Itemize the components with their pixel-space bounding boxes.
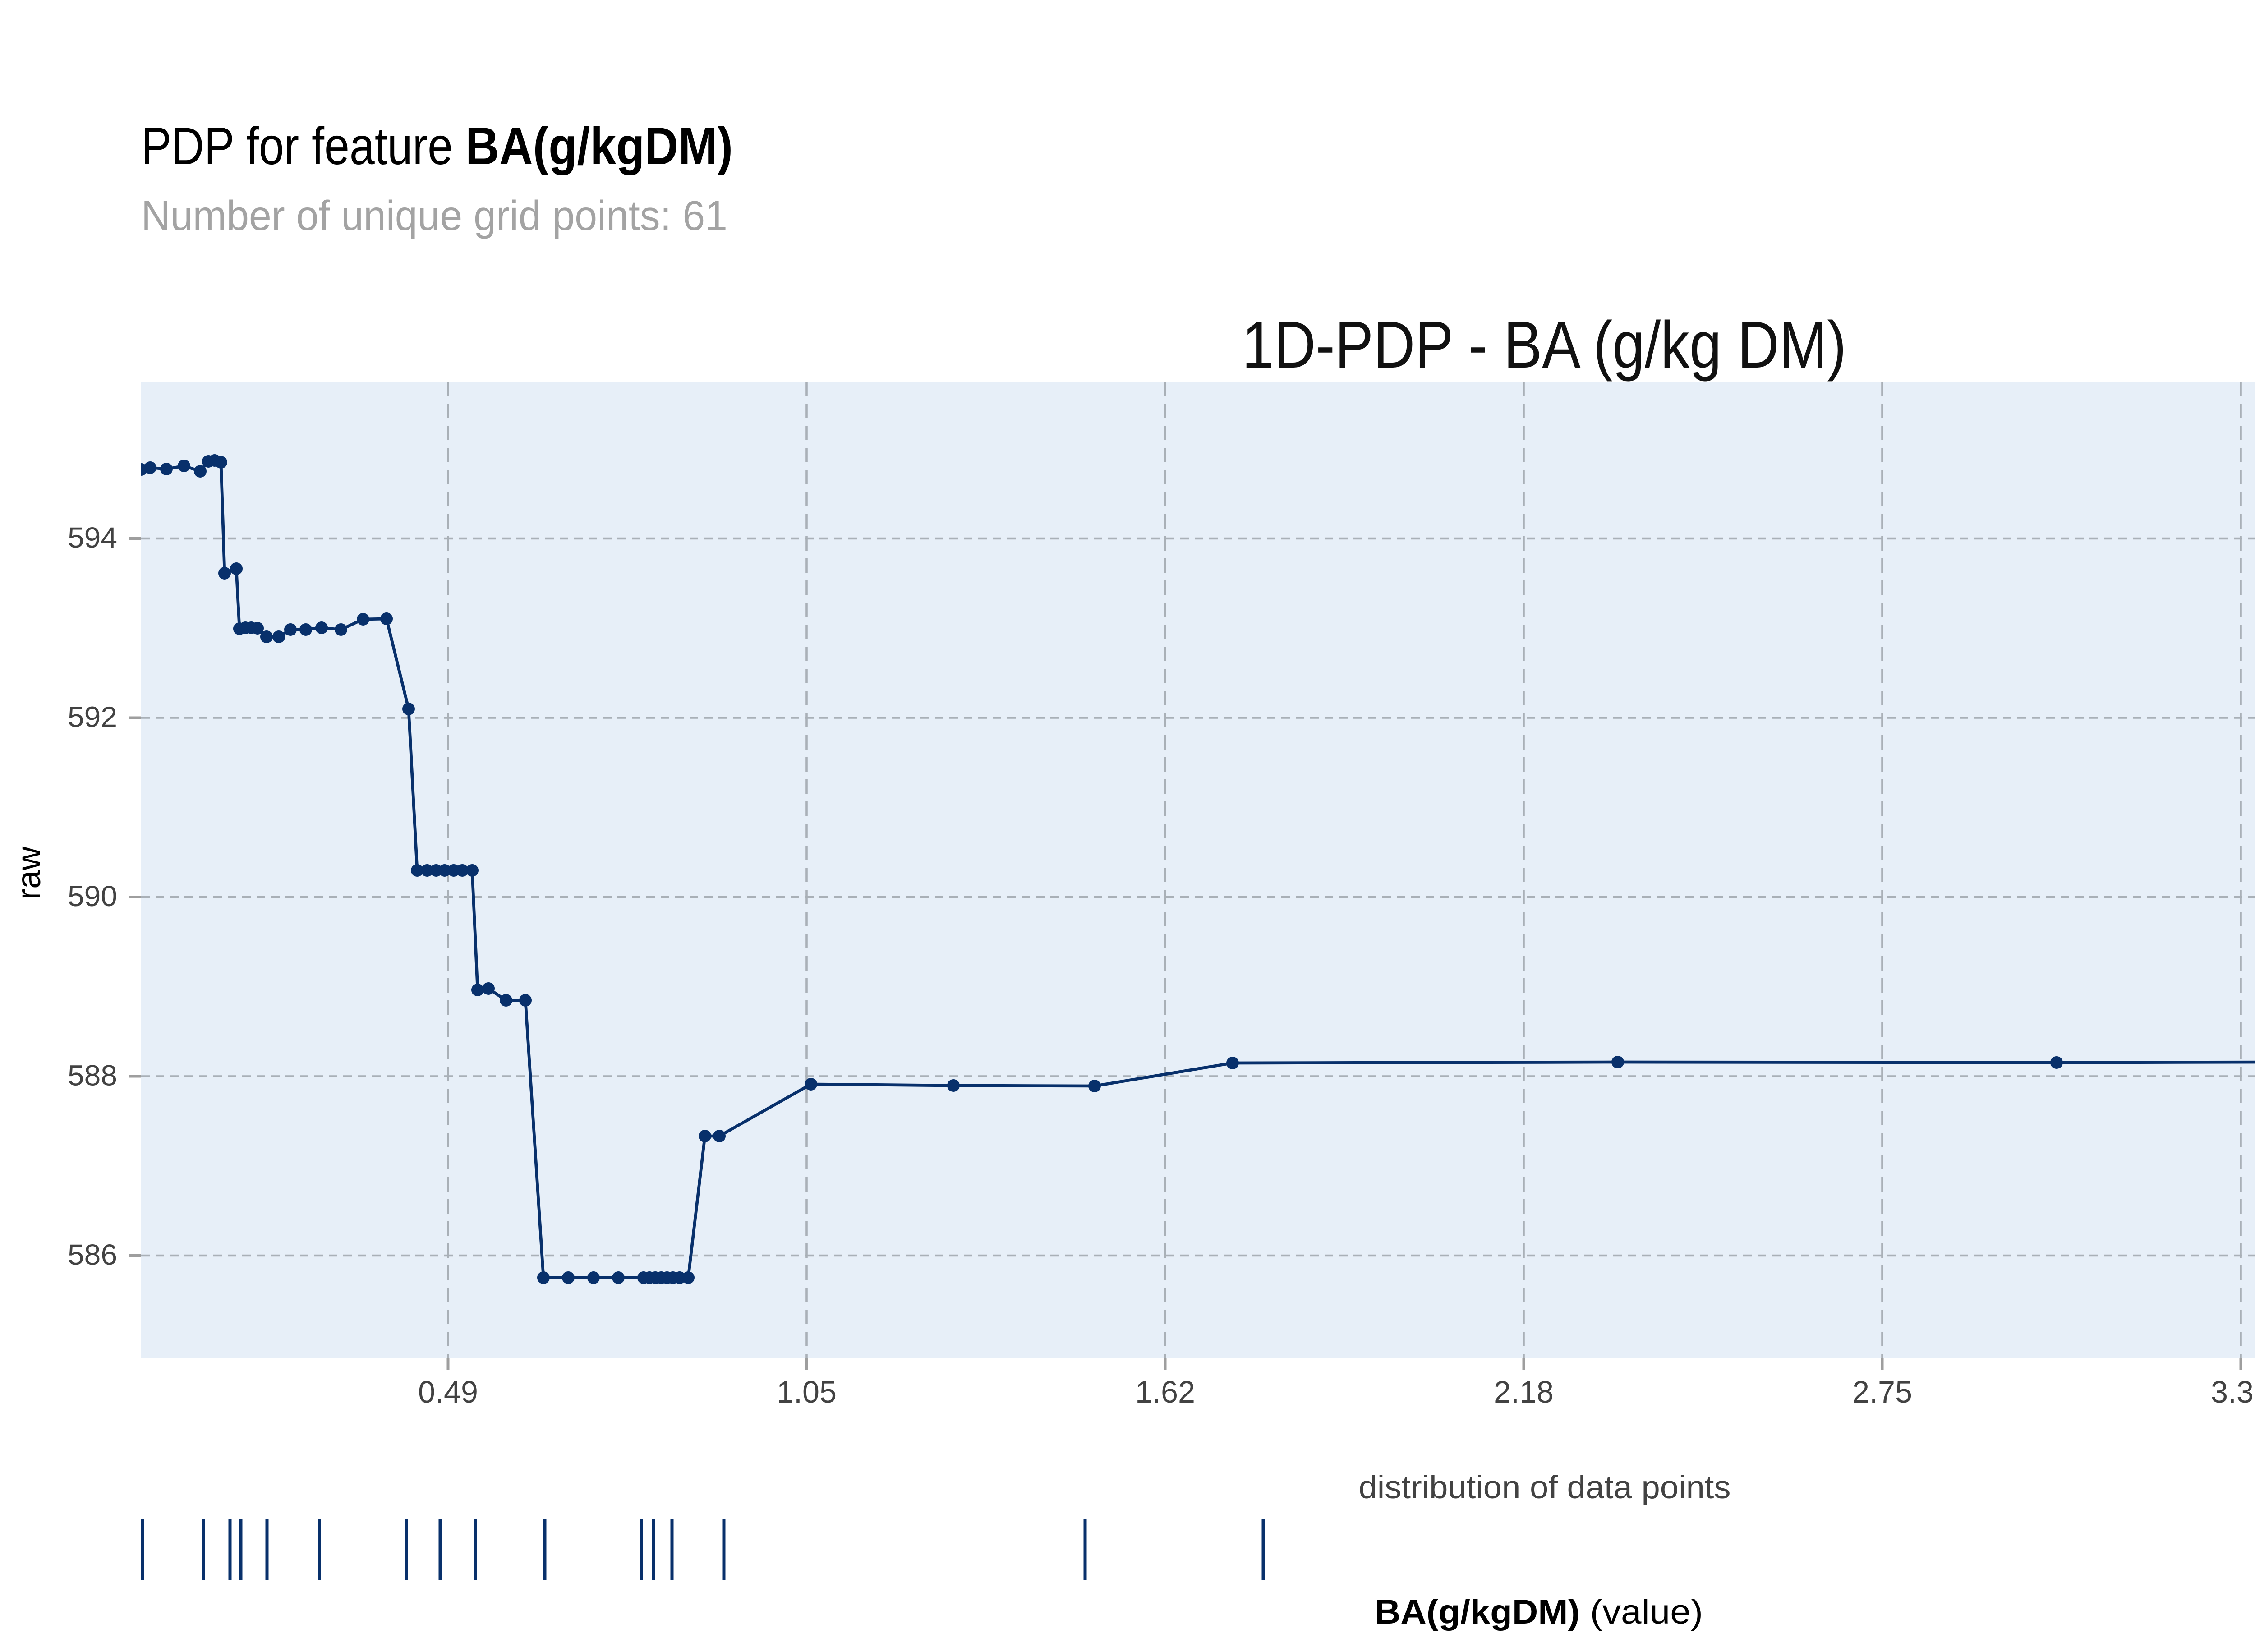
svg-text:592: 592 [68, 701, 117, 733]
svg-text:594: 594 [68, 521, 117, 554]
svg-text:2.18: 2.18 [1494, 1375, 1554, 1409]
svg-text:raw: raw [10, 846, 47, 900]
svg-text:3.31: 3.31 [2211, 1375, 2255, 1409]
svg-text:BA(g/kgDM) (value): BA(g/kgDM) (value) [1375, 1593, 1703, 1631]
svg-text:588: 588 [68, 1059, 117, 1092]
svg-text:590: 590 [68, 880, 117, 912]
svg-text:2.75: 2.75 [1852, 1375, 1912, 1409]
svg-text:586: 586 [68, 1238, 117, 1271]
svg-text:1D-PDP - BA (g/kg DM): 1D-PDP - BA (g/kg DM) [1242, 308, 1846, 382]
svg-text:PDP for feature BA(g/kgDM): PDP for feature BA(g/kgDM) [141, 116, 733, 175]
svg-text:Number of unique grid points:: Number of unique grid points: 61 [141, 192, 727, 239]
svg-text:distribution of data points: distribution of data points [1359, 1470, 1731, 1505]
svg-text:0.49: 0.49 [418, 1375, 478, 1409]
svg-text:1.05: 1.05 [777, 1375, 837, 1409]
svg-text:1.62: 1.62 [1135, 1375, 1195, 1409]
